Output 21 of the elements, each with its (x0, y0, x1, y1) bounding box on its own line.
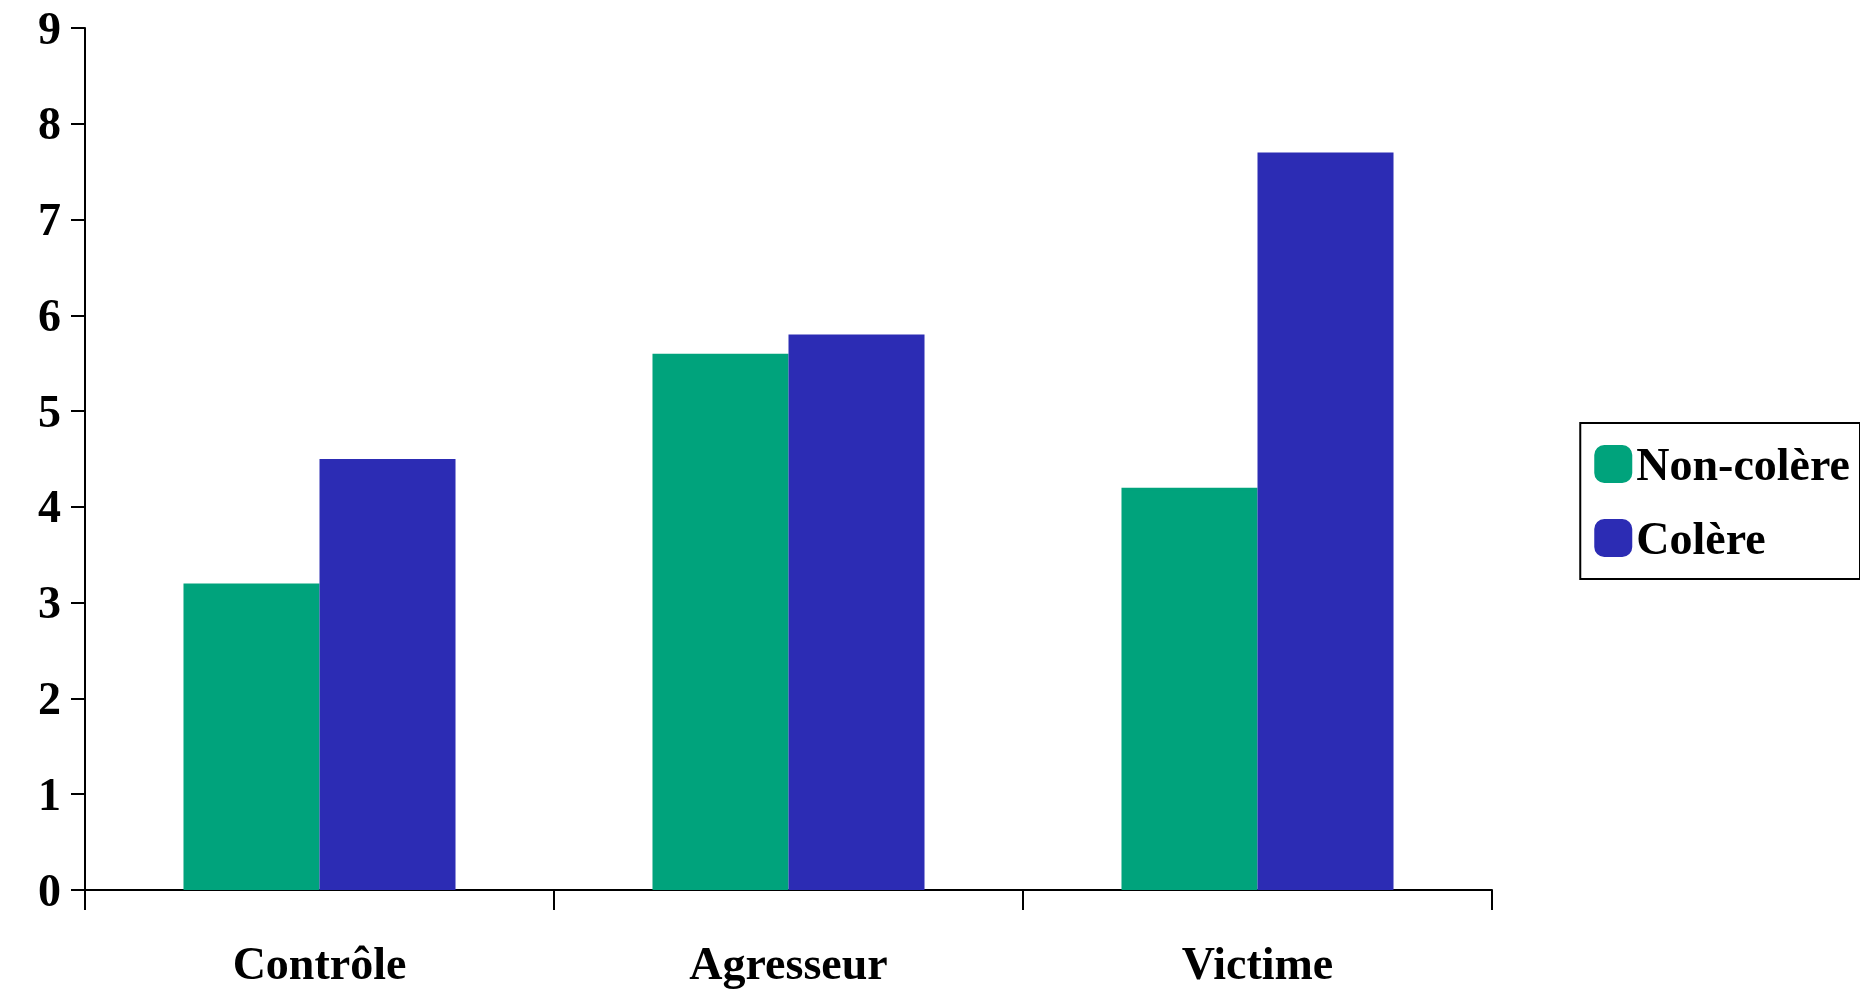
legend-label: Colère (1636, 512, 1766, 564)
x-tick-label: Agresseur (689, 937, 888, 989)
y-tick-label: 6 (38, 289, 61, 341)
bar (1121, 487, 1258, 890)
y-tick-label: 3 (38, 577, 61, 629)
y-tick-label: 8 (38, 98, 61, 150)
y-tick-label: 4 (38, 481, 61, 533)
bar (319, 459, 456, 890)
y-tick-label: 1 (38, 768, 61, 820)
x-tick-label: Victime (1181, 937, 1334, 989)
y-tick-label: 0 (38, 864, 61, 916)
x-tick-label: Contrôle (232, 937, 407, 989)
legend-label: Non-colère (1636, 438, 1851, 490)
y-tick-label: 2 (38, 672, 61, 724)
bar (652, 353, 789, 890)
y-tick-label: 7 (38, 194, 61, 246)
y-tick-label: 9 (38, 2, 61, 54)
y-tick-label: 5 (38, 385, 61, 437)
bar (183, 583, 320, 890)
bar (1257, 152, 1394, 890)
bar (788, 334, 925, 890)
